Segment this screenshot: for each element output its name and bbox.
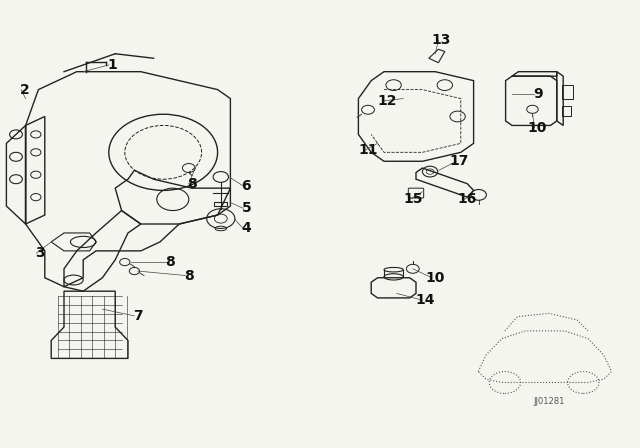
Text: 16: 16 — [458, 192, 477, 207]
Bar — [214, 202, 227, 206]
Text: 13: 13 — [432, 33, 451, 47]
Text: 17: 17 — [450, 154, 469, 168]
Bar — [562, 85, 573, 99]
Text: 10: 10 — [426, 271, 445, 285]
Text: 15: 15 — [403, 192, 422, 207]
Text: 8: 8 — [164, 255, 175, 269]
Text: 6: 6 — [241, 179, 252, 193]
Text: 9: 9 — [532, 87, 543, 101]
Text: 14: 14 — [416, 293, 435, 307]
Text: 4: 4 — [241, 221, 252, 236]
Text: 3: 3 — [35, 246, 45, 260]
Text: 5: 5 — [241, 201, 252, 215]
Text: 11: 11 — [358, 143, 378, 157]
Text: 1: 1 — [107, 58, 117, 72]
Text: 12: 12 — [378, 94, 397, 108]
Text: 8: 8 — [184, 268, 194, 283]
Text: 8: 8 — [187, 177, 197, 191]
Text: 10: 10 — [528, 121, 547, 135]
Text: 7: 7 — [132, 309, 143, 323]
Bar — [562, 106, 571, 116]
Text: 2: 2 — [19, 82, 29, 97]
